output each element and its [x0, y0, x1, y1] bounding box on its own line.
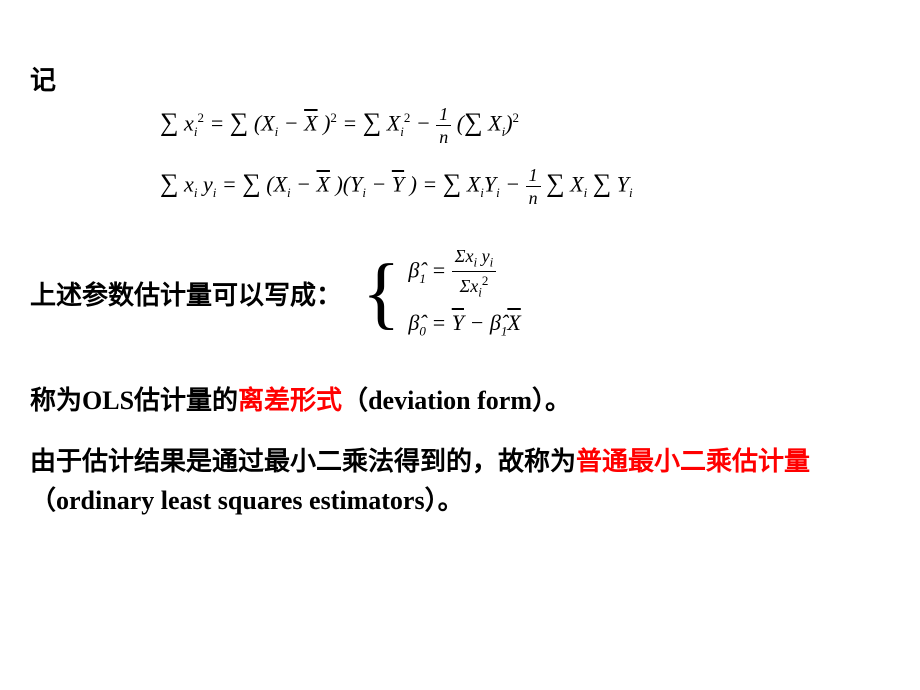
eq2-frac: 1 n	[526, 166, 541, 207]
paragraph-ols: 由于估计结果是通过最小二乘法得到的，故称为普通最小二乘估计量 （ordinary …	[30, 442, 890, 520]
beta1-eq: β̂1 = Σxi yi Σxi2	[408, 247, 520, 298]
p1-t3: ）。	[532, 386, 571, 415]
left-brace: {	[362, 253, 400, 333]
p1-t2: （	[342, 386, 368, 415]
row-eq1: 记	[30, 60, 890, 97]
p2-en: ordinary least squares estimators	[56, 486, 425, 515]
slide-content: 记 ∑ xi2 = ∑ (Xi − X )2 = ∑ Xi2 − 1 n (∑ …	[0, 0, 920, 560]
p2-t3: ）。	[425, 486, 464, 515]
p2-red: 普通最小二乘估计量	[576, 447, 810, 476]
paragraph-deviation: 称为OLS估计量的离差形式（deviation form）。	[30, 380, 890, 417]
equation-1: ∑ xi2 = ∑ (Xi − X )2 = ∑ Xi2 − 1 n (∑ Xi…	[160, 105, 890, 146]
eq2-eq: =	[222, 172, 242, 197]
label-ji: 记	[30, 60, 56, 97]
p2-t1: 由于估计结果是通过最小二乘法得到的，故称为	[30, 447, 576, 476]
row-param: 上述参数估计量可以写成： { β̂1 = Σxi yi Σxi2 β̂0 = Y…	[30, 247, 890, 340]
beta0-eq: β̂0 = Y − β̂1X	[408, 310, 520, 339]
p1-en: deviation form	[368, 386, 532, 415]
p2-t2: （	[30, 486, 56, 515]
p1-t1: 称为OLS估计量的	[30, 386, 238, 415]
eq1-eq: =	[209, 111, 229, 136]
eq1-frac: 1 n	[436, 105, 451, 146]
p1-red: 离差形式	[238, 386, 342, 415]
brace-equations: { β̂1 = Σxi yi Σxi2 β̂0 = Y − β̂1X	[362, 247, 521, 340]
equation-2: ∑ xi yi = ∑ (Xi − X )(Yi − Y ) = ∑ XiYi …	[160, 166, 890, 207]
param-label: 上述参数估计量可以写成：	[30, 275, 342, 312]
